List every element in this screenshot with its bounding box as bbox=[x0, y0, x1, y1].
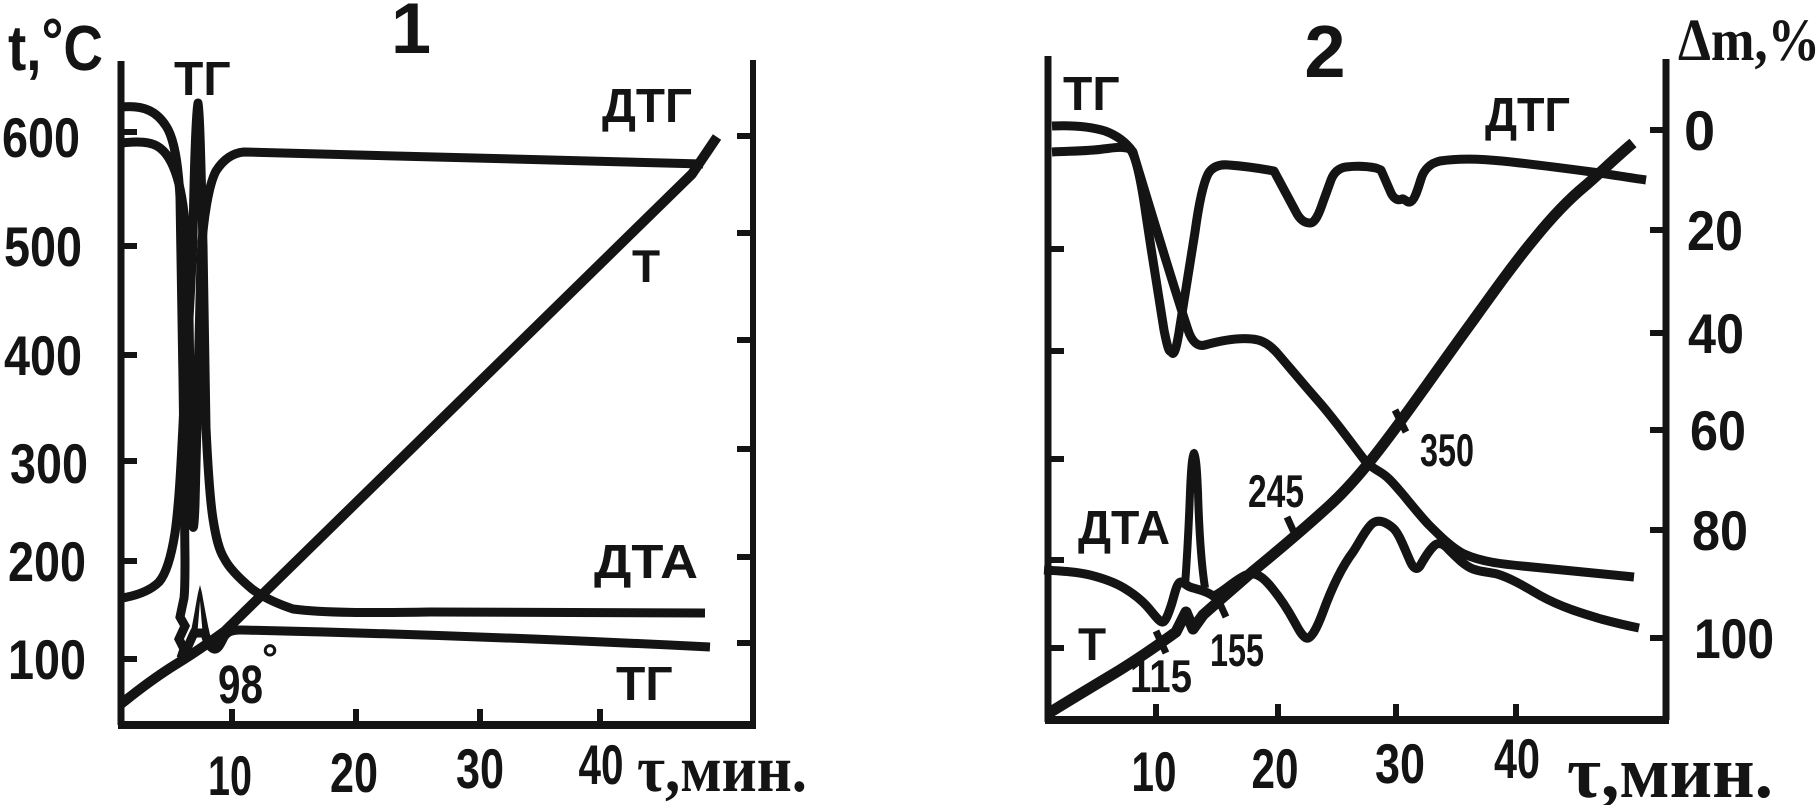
svg-text:τ,мин.: τ,мин. bbox=[637, 733, 807, 805]
svg-text:20: 20 bbox=[330, 741, 378, 804]
svg-text:200: 200 bbox=[8, 530, 86, 593]
svg-text:1: 1 bbox=[391, 0, 431, 69]
svg-text:100: 100 bbox=[1694, 607, 1774, 670]
svg-text:30: 30 bbox=[1375, 732, 1425, 795]
svg-text:0: 0 bbox=[1684, 99, 1715, 162]
svg-text:115: 115 bbox=[1130, 650, 1192, 702]
svg-text:10: 10 bbox=[1132, 740, 1177, 803]
svg-text:Т: Т bbox=[632, 240, 660, 292]
svg-text:°: ° bbox=[262, 637, 278, 681]
svg-text:80: 80 bbox=[1692, 499, 1748, 562]
svg-text:t,°C: t,°C bbox=[8, 5, 103, 84]
svg-text:245: 245 bbox=[1248, 465, 1304, 517]
svg-text:40: 40 bbox=[579, 733, 624, 796]
svg-text:ТГ: ТГ bbox=[174, 53, 231, 106]
svg-text:ДТГ: ДТГ bbox=[1485, 89, 1570, 142]
svg-text:ТГ: ТГ bbox=[1063, 68, 1120, 121]
svg-text:ДТА: ДТА bbox=[1078, 502, 1170, 555]
svg-text:40: 40 bbox=[1494, 727, 1540, 790]
svg-text:40: 40 bbox=[1688, 302, 1744, 365]
svg-text:10: 10 bbox=[208, 744, 252, 805]
svg-text:ТГ: ТГ bbox=[616, 658, 673, 711]
svg-text:τ,мин.: τ,мин. bbox=[1567, 732, 1773, 805]
svg-text:30: 30 bbox=[456, 737, 504, 800]
svg-text:500: 500 bbox=[4, 215, 82, 278]
svg-text:20: 20 bbox=[1687, 199, 1743, 262]
svg-text:Δm,%: Δm,% bbox=[1678, 7, 1820, 73]
svg-text:ДТГ: ДТГ bbox=[602, 80, 692, 133]
svg-text:350: 350 bbox=[1420, 424, 1474, 476]
svg-text:2: 2 bbox=[1304, 10, 1345, 93]
svg-text:ДТА: ДТА bbox=[594, 536, 698, 589]
svg-text:400: 400 bbox=[4, 324, 82, 387]
svg-text:300: 300 bbox=[10, 432, 88, 495]
svg-text:Т: Т bbox=[1078, 618, 1106, 670]
svg-text:600: 600 bbox=[2, 106, 80, 169]
svg-text:60: 60 bbox=[1690, 399, 1746, 462]
svg-text:100: 100 bbox=[8, 628, 86, 691]
svg-text:20: 20 bbox=[1252, 737, 1299, 800]
svg-text:155: 155 bbox=[1210, 624, 1264, 676]
svg-text:98: 98 bbox=[218, 655, 263, 715]
